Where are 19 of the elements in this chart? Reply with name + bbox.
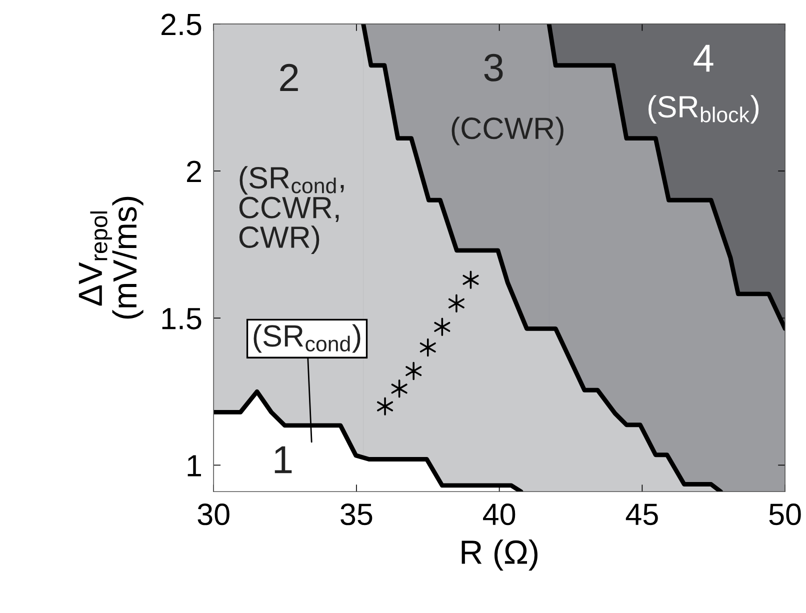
y-tick-label: 2 bbox=[187, 160, 201, 182]
x-axis-title: R (Ω) bbox=[462, 540, 538, 571]
y-axis-title: ΔV$_{repol}$ (mV/ms) bbox=[78, 196, 144, 319]
annotation: (SR$_{cond}$) bbox=[254, 324, 360, 353]
x-tick-label: 30 bbox=[198, 504, 230, 526]
x-tick-label: 40 bbox=[483, 504, 516, 526]
x-tick-label: 35 bbox=[340, 504, 372, 526]
x-tick-label: 45 bbox=[626, 504, 658, 526]
annotation: (CCWR) bbox=[452, 116, 564, 146]
y-tick-label: 1.5 bbox=[162, 308, 202, 330]
y-tick-label: 1 bbox=[188, 455, 201, 476]
annotation: 4 bbox=[694, 44, 714, 72]
annotation: 2 bbox=[280, 64, 298, 92]
x-tick-label: 50 bbox=[769, 504, 801, 526]
annotation: (SR$_{cond}$, CCWR, CWR) bbox=[239, 166, 344, 254]
annotation: 3 bbox=[484, 54, 503, 82]
y-tick-label: 2.5 bbox=[162, 14, 202, 36]
annotation: 1 bbox=[274, 446, 292, 474]
annotation: (SR$_{block}$) bbox=[648, 95, 759, 124]
